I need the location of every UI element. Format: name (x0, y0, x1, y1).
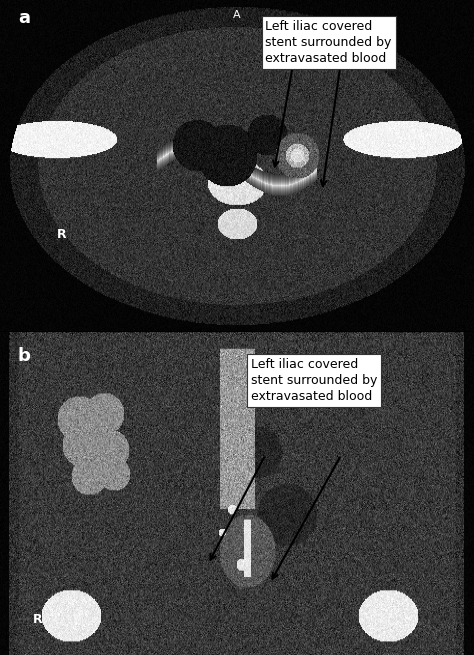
Text: A: A (233, 10, 241, 20)
Text: a: a (18, 9, 30, 27)
Text: Left iliac covered
stent surrounded by
extravasated blood: Left iliac covered stent surrounded by e… (251, 358, 378, 403)
Text: R: R (57, 228, 66, 241)
Text: b: b (18, 347, 31, 365)
Text: Left iliac covered
stent surrounded by
extravasated blood: Left iliac covered stent surrounded by e… (265, 20, 392, 65)
Text: R: R (33, 612, 43, 626)
